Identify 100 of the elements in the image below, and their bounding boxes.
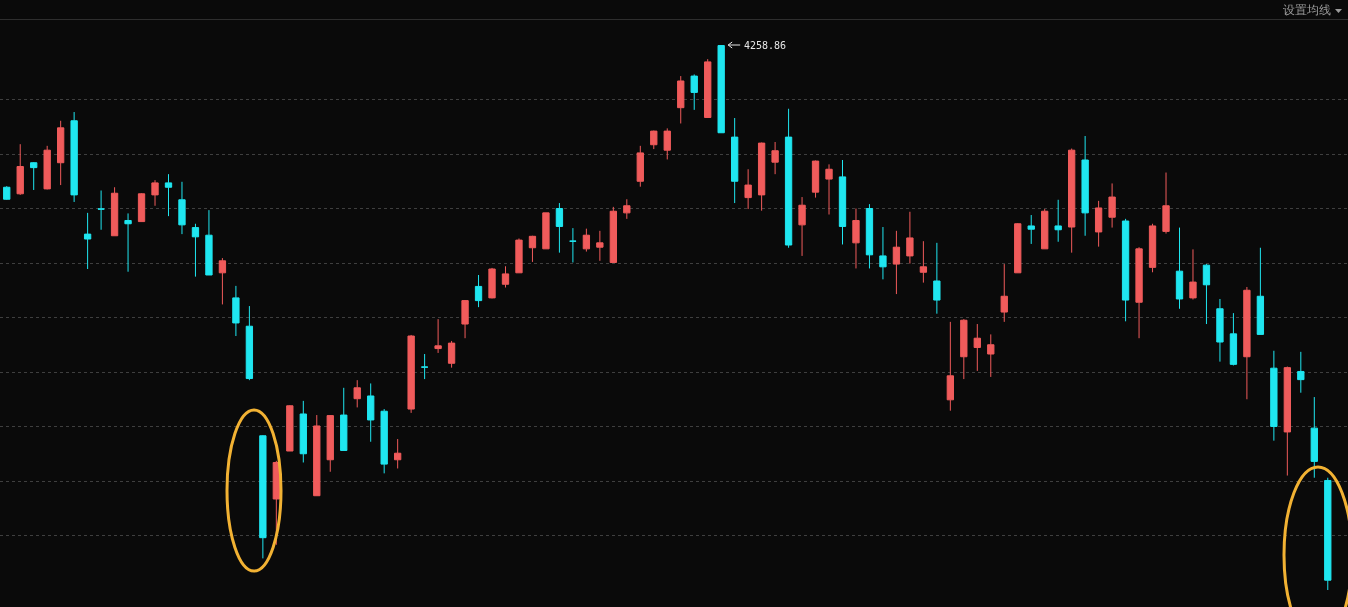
candlestick (245, 305, 254, 381)
candlestick (16, 143, 24, 196)
candlestick (1081, 135, 1089, 237)
candlestick (1014, 222, 1022, 274)
candlestick (569, 227, 577, 263)
candlestick (1256, 247, 1265, 335)
candlestick (528, 235, 537, 263)
candlestick (151, 179, 159, 207)
candlestick (1202, 263, 1211, 325)
candlestick (83, 212, 92, 270)
candlestick (879, 226, 887, 280)
candlestick (623, 198, 631, 220)
candlestick (488, 267, 496, 299)
candlestick (582, 228, 591, 253)
candlestick (677, 75, 685, 124)
candlestick (771, 141, 779, 175)
candlestick (299, 400, 307, 463)
candlestick (663, 127, 671, 160)
candlestick (124, 212, 132, 273)
candlestick (515, 237, 523, 274)
candlestick (1324, 477, 1332, 590)
candlestick (744, 168, 752, 210)
candlestick (1148, 223, 1157, 273)
candlestick (1243, 286, 1251, 400)
candlestick (690, 73, 698, 111)
candlestick (784, 108, 793, 249)
candlestick (205, 209, 213, 276)
candlestick (407, 334, 415, 414)
candlestick (70, 111, 78, 203)
candlestick (380, 408, 388, 474)
candlestick (232, 285, 240, 337)
candlestick (555, 202, 564, 254)
candlestick (1216, 298, 1224, 363)
candlestick (191, 223, 200, 278)
candlestick (650, 130, 658, 150)
candlestick (1189, 248, 1197, 301)
candlestick (906, 211, 914, 265)
candlestick (960, 318, 968, 380)
candlestick (178, 181, 186, 235)
candlestick (353, 379, 361, 408)
candlestick (1054, 199, 1062, 243)
candlestick (1270, 350, 1278, 442)
candlestick (1135, 246, 1143, 339)
candlestick (420, 353, 429, 380)
candlestick (757, 142, 766, 212)
candlestick (57, 120, 65, 186)
candlestick (394, 438, 402, 469)
candlestick (838, 159, 847, 245)
candlestick (933, 242, 941, 315)
candlestick (1068, 148, 1076, 254)
candlestick (596, 230, 604, 262)
candlestick (326, 414, 334, 473)
candlestick (973, 323, 981, 372)
candlestick (1108, 182, 1116, 229)
text: 设置均线 (1283, 2, 1331, 19)
candlestick (636, 145, 644, 188)
candlestick (892, 230, 901, 295)
candlestick (110, 186, 119, 237)
candlestick (501, 265, 510, 289)
candlestick (340, 387, 348, 451)
candlestick (286, 404, 294, 452)
candlestick (218, 257, 227, 305)
candlestick (3, 185, 11, 201)
candlestick (704, 58, 712, 118)
candlestick (447, 340, 456, 369)
candlestick (1094, 200, 1103, 248)
candlestick (717, 45, 725, 134)
candlestick (1297, 351, 1305, 394)
candlestick (1162, 172, 1170, 235)
candlestick (1121, 218, 1130, 322)
candlestick (1041, 208, 1049, 250)
candlestick (1310, 396, 1318, 479)
candlestick (474, 274, 483, 308)
candlestick (43, 145, 51, 190)
candlestick (1175, 227, 1184, 310)
candlestick (825, 163, 833, 215)
candlestick (434, 318, 442, 354)
candlestick (164, 173, 173, 217)
candlestick (946, 321, 954, 412)
candlestick (97, 190, 105, 231)
candlestick (1027, 214, 1035, 245)
candlestick (919, 240, 928, 284)
candlestick (259, 434, 267, 559)
candlestick (865, 203, 874, 269)
candlestick (30, 161, 38, 191)
candlestick (313, 414, 321, 497)
candlestick (811, 160, 820, 199)
candlestick (1283, 366, 1291, 477)
candlestick (137, 192, 146, 223)
annotation: 4258.86 (744, 40, 787, 51)
candlestick (731, 117, 739, 204)
candlestick (1000, 263, 1008, 323)
candlestick (1229, 312, 1238, 366)
candlestick (367, 382, 375, 443)
candlestick (461, 299, 469, 339)
candlestick (987, 333, 995, 378)
candlestick (798, 196, 806, 257)
candlestick (542, 212, 550, 250)
candlestick (852, 208, 860, 269)
candlestick (609, 206, 617, 263)
